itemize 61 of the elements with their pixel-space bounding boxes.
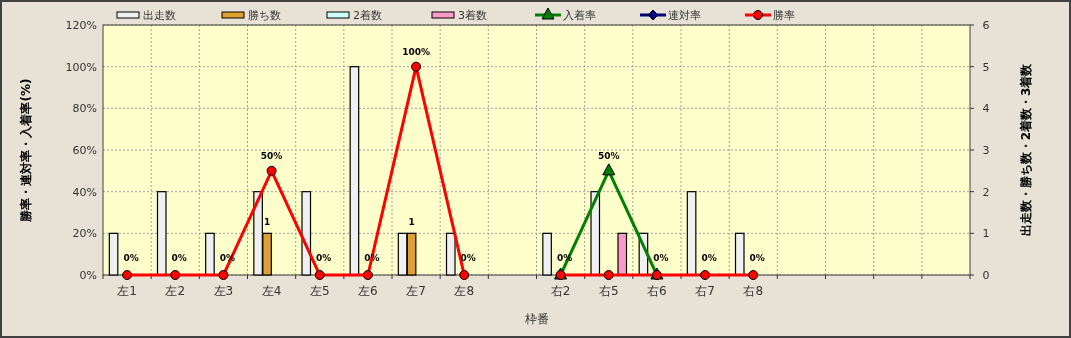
- y2-tick-label: 4: [982, 102, 990, 116]
- y2-tick-label: 5: [982, 60, 990, 74]
- point: [122, 270, 133, 280]
- y-tick-label: 60%: [72, 144, 97, 157]
- y2-tick-label: 1: [982, 227, 990, 241]
- x-tick-label: 右7: [695, 284, 715, 298]
- point: [700, 270, 711, 280]
- x-tick-label: 左7: [406, 284, 426, 298]
- data-label: 0%: [171, 253, 187, 263]
- data-label: 50%: [260, 150, 283, 161]
- x-tick-label: 右5: [598, 284, 619, 298]
- point: [362, 270, 373, 280]
- point: [314, 270, 325, 280]
- y-tick-label: 0%: [79, 269, 97, 282]
- data-label: 0%: [460, 253, 476, 263]
- data-label: 50%: [597, 150, 620, 161]
- legend-label: 2着数: [353, 9, 382, 22]
- y2-tick-label: 2: [982, 185, 990, 199]
- y-tick-label: 80%: [72, 102, 97, 116]
- y2-tick-label: 6: [982, 19, 990, 32]
- x-axis-title: 枠番: [523, 312, 549, 326]
- x-tick-label: 左6: [358, 284, 378, 298]
- data-label: 0%: [123, 253, 139, 263]
- x-tick-label: 左5: [309, 284, 330, 298]
- y2-axis-title: 出走数・勝ち数・2着数・3着数: [1019, 62, 1033, 237]
- data-label: 0%: [653, 253, 669, 263]
- x-tick-label: 左4: [261, 284, 282, 298]
- point: [266, 165, 277, 176]
- x-tick-label: 右2: [550, 284, 571, 298]
- legend-label: 勝率: [773, 9, 795, 22]
- y-tick-label: 120%: [65, 19, 97, 32]
- y-tick-label: 20%: [72, 227, 97, 241]
- point: [218, 270, 229, 280]
- x-tick-label: 左1: [117, 284, 137, 298]
- data-label: 0%: [316, 253, 332, 263]
- legend-label: 勝ち数: [248, 9, 281, 22]
- point: [748, 270, 759, 280]
- data-label: 0%: [701, 253, 717, 263]
- y2-tick-label: 3: [982, 144, 990, 157]
- data-label: 1: [263, 217, 271, 228]
- point: [170, 270, 181, 280]
- y-tick-label: 100%: [65, 60, 97, 74]
- legend-label: 連対率: [668, 9, 701, 22]
- x-tick-label: 左8: [454, 284, 475, 298]
- x-tick-label: 右6: [647, 284, 667, 298]
- point: [411, 61, 422, 72]
- legend-label: 入着率: [563, 9, 596, 22]
- point: [602, 163, 616, 176]
- y-axis-title: 勝率・連対率・入着率(%): [19, 78, 33, 223]
- y2-tick-label: 0: [982, 269, 990, 282]
- point: [459, 270, 470, 280]
- x-tick-label: 左2: [165, 284, 186, 298]
- legend-label: 出走数: [143, 9, 176, 22]
- point: [603, 270, 614, 280]
- x-tick-label: 左3: [213, 284, 234, 298]
- data-label: 0%: [749, 253, 765, 263]
- legend-label: 3着数: [458, 9, 487, 22]
- x-tick-label: 右8: [743, 284, 764, 298]
- data-label: 1: [408, 217, 415, 228]
- data-label: 100%: [402, 46, 430, 57]
- y-tick-label: 40%: [72, 185, 97, 199]
